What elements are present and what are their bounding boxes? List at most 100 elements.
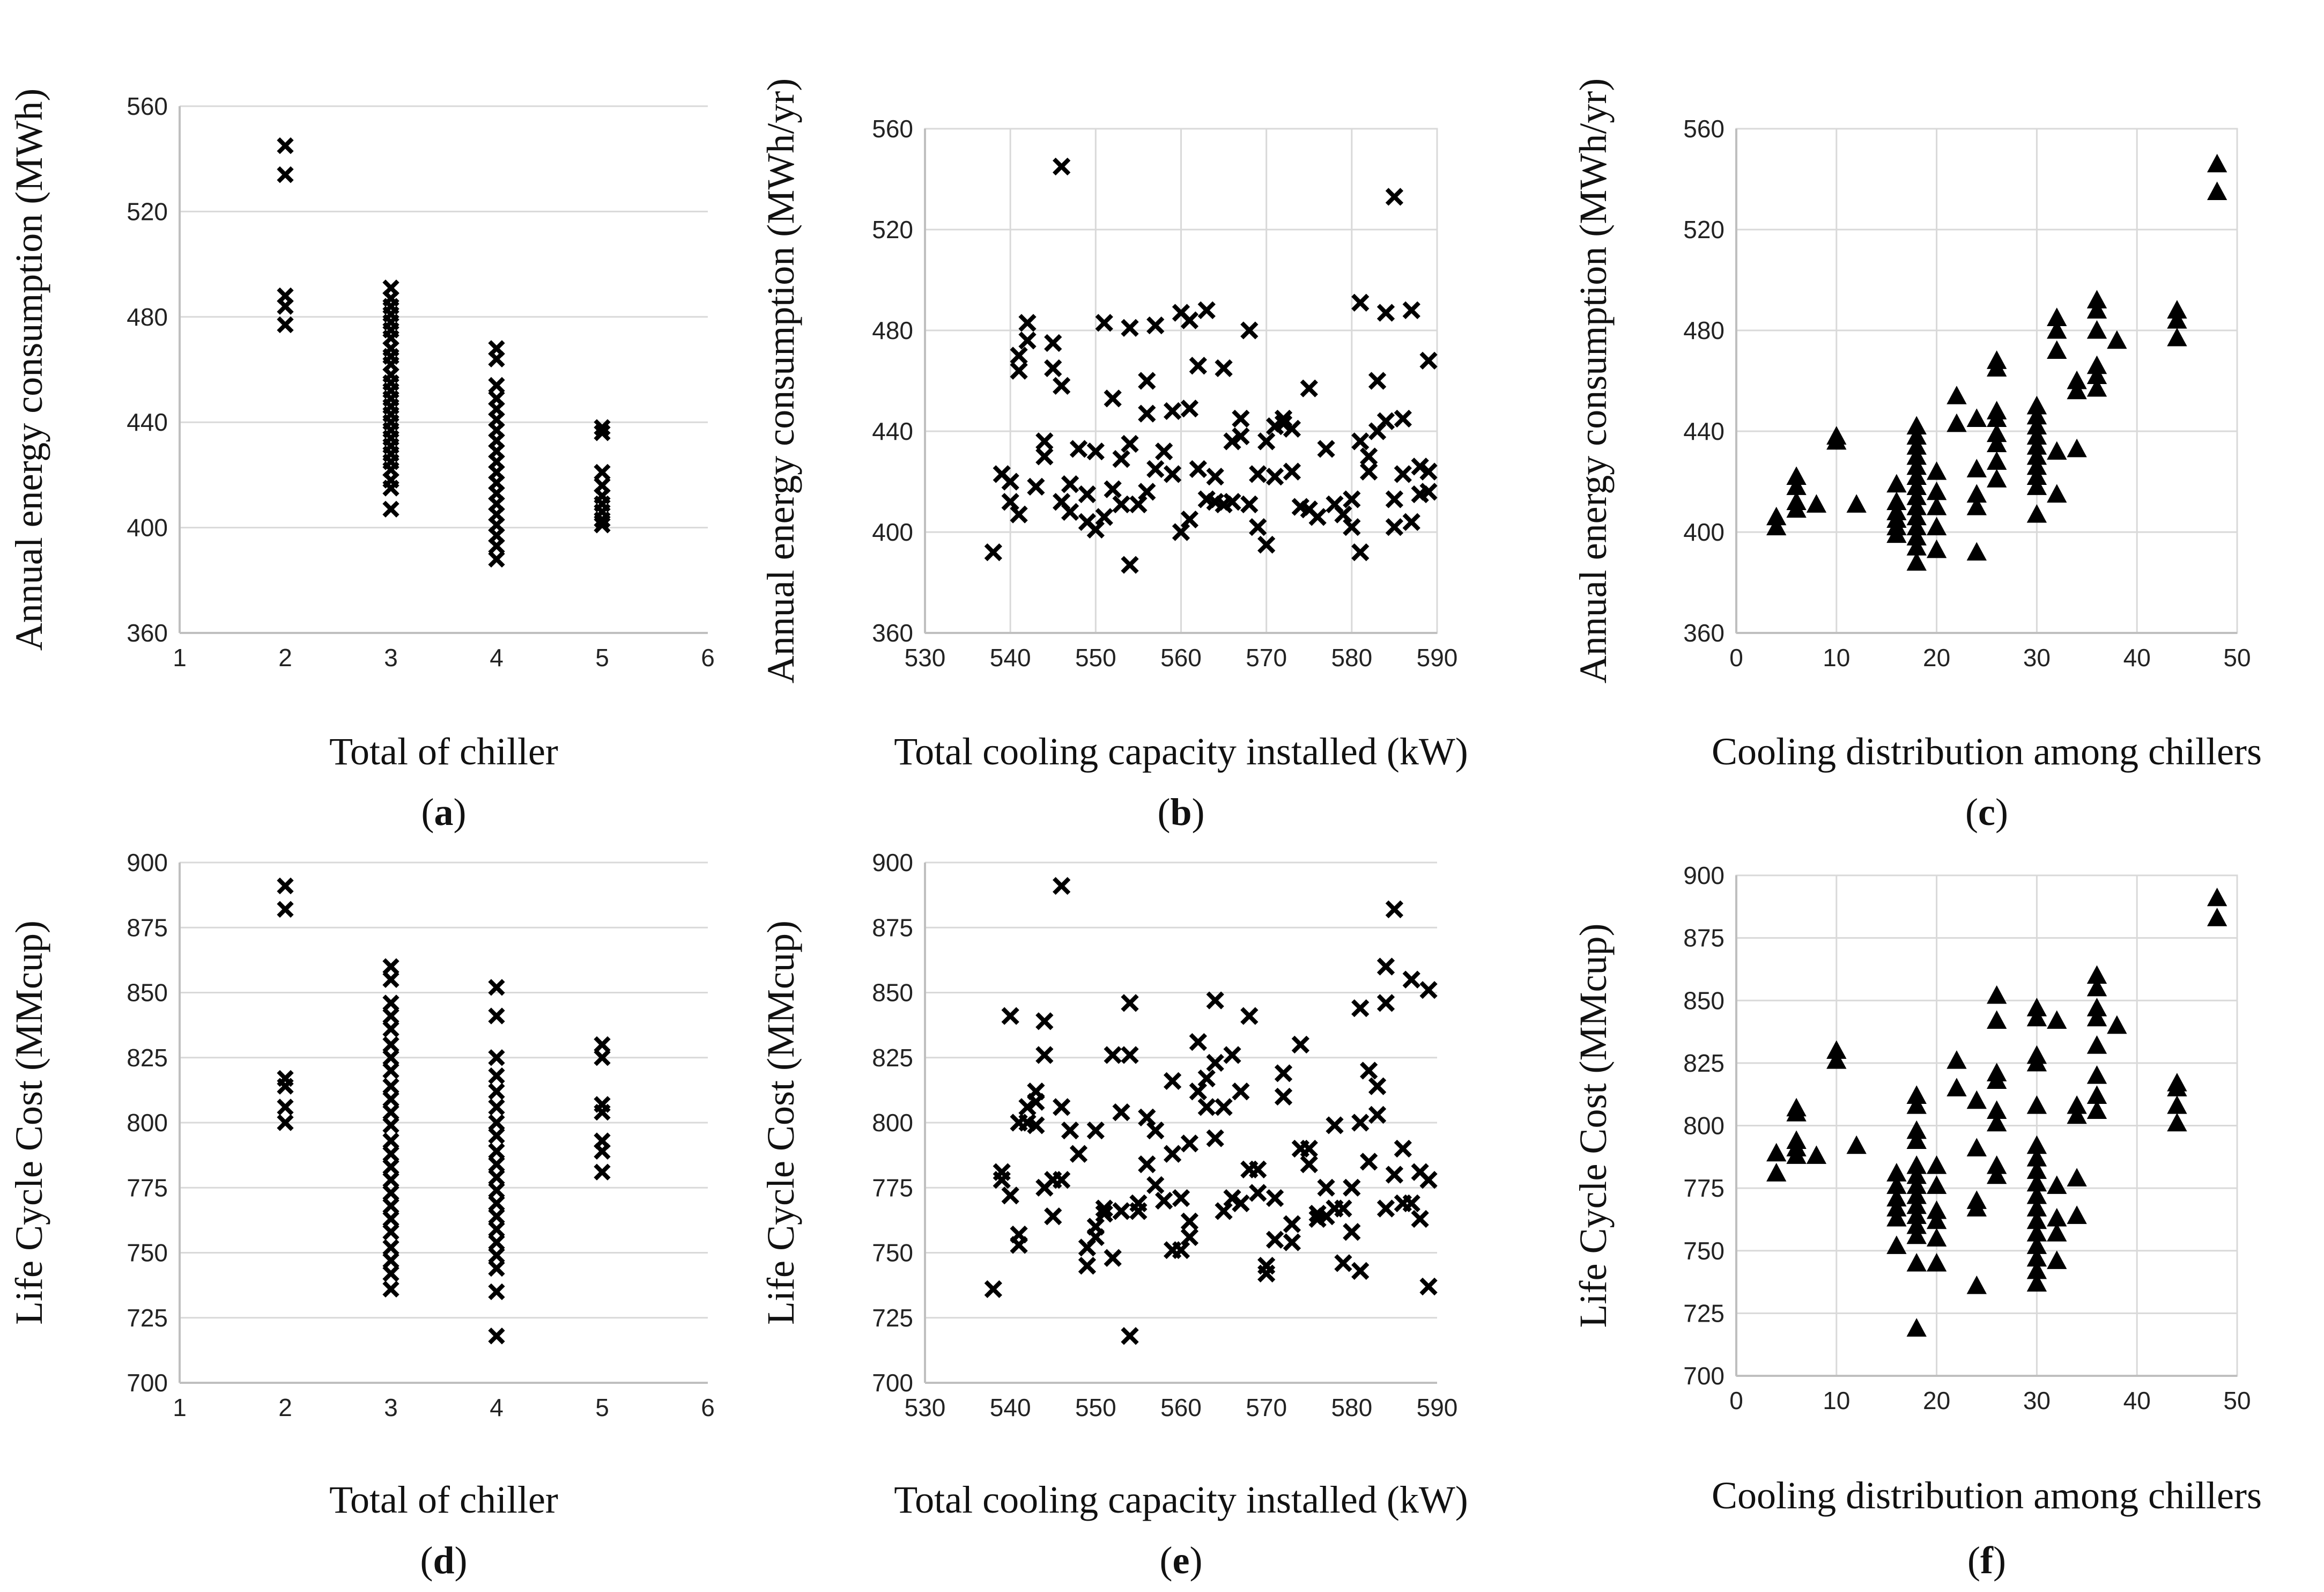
data-point <box>1906 1252 1927 1272</box>
y-tick-label: 700 <box>1683 1362 1725 1390</box>
panel-label: (f) <box>1967 1539 2006 1582</box>
data-point <box>382 958 399 975</box>
data-point <box>488 1207 505 1225</box>
data-point <box>382 1007 399 1025</box>
x-axis-title: Total cooling capacity installed (kW) <box>894 1478 1468 1521</box>
data-point <box>1249 465 1267 483</box>
data-point <box>2026 1007 2047 1027</box>
data-point <box>1343 1223 1361 1241</box>
data-point <box>1249 1160 1267 1178</box>
data-point <box>2067 1168 2087 1186</box>
data-point <box>382 279 399 297</box>
data-point <box>1360 447 1378 466</box>
data-point <box>1121 556 1139 574</box>
data-point <box>1926 539 1947 558</box>
data-point <box>1987 1165 2007 1184</box>
data-point <box>1086 442 1105 461</box>
data-point <box>1351 432 1370 451</box>
data-point <box>1946 386 1967 404</box>
y-tick-label: 750 <box>1683 1237 1725 1265</box>
data-point <box>1987 1010 2007 1029</box>
x-tick-label: 1 <box>173 1394 187 1421</box>
data-point <box>1053 1171 1071 1189</box>
data-point <box>1376 957 1395 976</box>
data-point <box>488 474 505 491</box>
y-tick-label: 875 <box>872 913 913 941</box>
y-tick-label: 520 <box>872 216 913 244</box>
x-tick-label: 3 <box>384 644 398 672</box>
x-axis-title: Total of chiller <box>329 730 558 773</box>
data-point <box>1215 359 1233 378</box>
data-point <box>2026 1273 2047 1292</box>
x-tick-label: 40 <box>2123 644 2151 672</box>
data-point <box>1035 1012 1054 1030</box>
data-point <box>488 517 505 534</box>
x-tick-label: 540 <box>990 644 1031 672</box>
x-tick-label: 2 <box>278 644 292 672</box>
data-point <box>1053 157 1071 176</box>
data-point <box>1018 331 1037 350</box>
data-point <box>1351 543 1370 562</box>
panel-letter: d <box>433 1539 454 1582</box>
data-point <box>1027 477 1045 496</box>
data-point <box>277 287 294 305</box>
data-point <box>1906 1095 1927 1114</box>
x-tick-label: 6 <box>701 644 715 672</box>
data-point <box>1826 1050 1847 1069</box>
data-point <box>1926 1252 1947 1272</box>
panel-a: 360 400 440 480 520 560 1 2 3 4 5 6 Total of chiller… <box>8 89 715 834</box>
data-point <box>382 1020 399 1038</box>
y-tick-label: 400 <box>1683 518 1725 546</box>
data-point <box>1104 480 1122 498</box>
data-point <box>1206 991 1224 1009</box>
x-tick-label: 50 <box>2223 1387 2251 1414</box>
data-point <box>382 1062 399 1079</box>
y-tick-label: 775 <box>127 1174 168 1202</box>
data-point <box>1360 462 1378 481</box>
panel-label: (c) <box>1965 791 2008 834</box>
data-point <box>1987 1070 2007 1089</box>
data-point <box>1786 1103 1807 1122</box>
y-tick-label: 400 <box>127 514 168 542</box>
data-point <box>1385 1166 1404 1184</box>
data-point <box>1027 1116 1045 1134</box>
data-point <box>2047 441 2067 460</box>
data-point <box>1086 1121 1105 1140</box>
data-point <box>382 329 399 347</box>
data-point <box>1138 1155 1156 1174</box>
data-point <box>382 1224 399 1241</box>
data-point <box>1121 434 1139 453</box>
panel-letter: b <box>1170 791 1191 834</box>
x-tick-label: 580 <box>1331 644 1372 672</box>
x-axis-title: Cooling distribution among chillers <box>1712 730 2262 773</box>
x-tick-label: 550 <box>1075 1394 1116 1421</box>
data-point <box>1010 362 1028 380</box>
data-point <box>1402 1194 1420 1213</box>
data-point <box>382 1171 399 1189</box>
data-point <box>1402 970 1420 989</box>
data-point <box>1846 1135 1867 1154</box>
data-point <box>382 461 399 478</box>
data-point <box>488 340 505 357</box>
data-point <box>1257 432 1276 451</box>
data-point <box>488 432 505 449</box>
series-points <box>277 137 611 568</box>
data-point <box>1987 985 2007 1004</box>
data-point <box>1906 552 1927 571</box>
data-point <box>594 1103 611 1121</box>
data-point <box>1095 314 1113 332</box>
data-point <box>1274 1087 1293 1106</box>
x-tick-label: 0 <box>1729 644 1743 672</box>
data-point <box>2047 1250 2067 1269</box>
data-point <box>1240 1007 1259 1025</box>
data-point <box>2067 438 2087 458</box>
data-point <box>488 1143 505 1160</box>
panel-label: (d) <box>420 1539 467 1582</box>
x-tick-label: 2 <box>278 1394 292 1421</box>
y-tick-label: 775 <box>1683 1174 1725 1202</box>
y-tick-label: 360 <box>872 619 913 647</box>
data-point <box>1112 1103 1130 1122</box>
y-tick-label: 825 <box>127 1044 168 1072</box>
data-point <box>488 506 505 523</box>
data-point <box>488 1221 505 1238</box>
